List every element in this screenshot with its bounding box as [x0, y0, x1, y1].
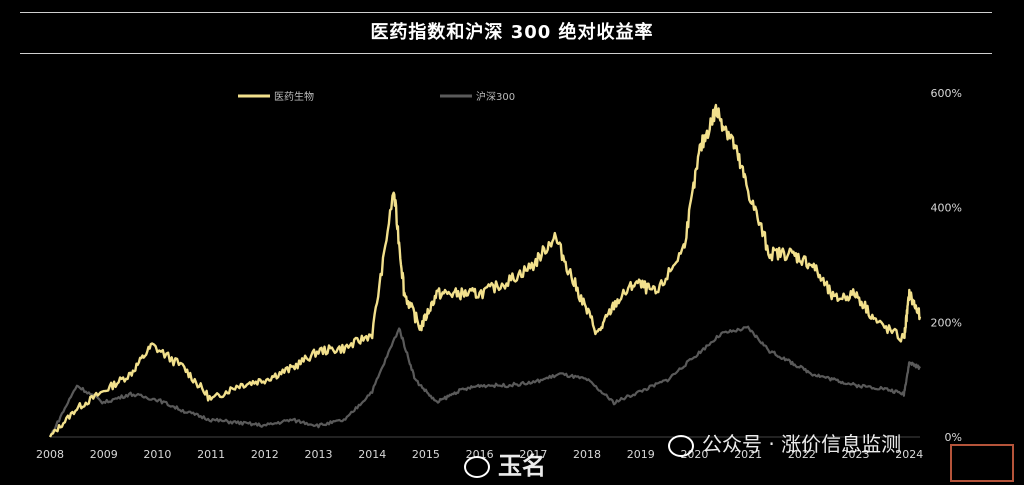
x-tick-label: 2017 — [519, 448, 547, 461]
title-rule-bottom — [20, 53, 992, 54]
series-line-pharma — [48, 103, 922, 438]
title-rule-top — [20, 12, 992, 13]
x-tick-label: 2012 — [251, 448, 279, 461]
y-tick-label: 600% — [931, 87, 962, 100]
legend-label: 沪深300 — [476, 90, 515, 103]
wechat-icon — [668, 434, 694, 457]
x-tick-label: 2022 — [788, 448, 816, 461]
x-tick-label: 2008 — [36, 448, 64, 461]
corner-stamp-badge — [950, 444, 1014, 482]
series-line-csi300 — [49, 325, 921, 438]
x-tick-label: 2014 — [358, 448, 386, 461]
legend-label: 医药生物 — [274, 90, 314, 103]
watermark-weibo-text: 玉名 — [498, 452, 546, 480]
x-tick-label: 2013 — [305, 448, 333, 461]
weibo-icon — [464, 456, 490, 478]
title-bar: 医药指数和沪深 300 绝对收益率 — [0, 0, 1024, 58]
x-tick-label: 2023 — [842, 448, 870, 461]
watermark-wechat: 公众号 · 涨价信息监测 — [668, 428, 901, 457]
y-tick-label: 0% — [945, 431, 962, 444]
x-tick-label: 2009 — [90, 448, 118, 461]
x-tick-label: 2010 — [143, 448, 171, 461]
watermark-weibo: 玉名 — [464, 446, 546, 481]
x-tick-label: 2015 — [412, 448, 440, 461]
x-tick-label: 2024 — [895, 448, 923, 461]
watermark-wechat-text: 公众号 · 涨价信息监测 — [702, 432, 902, 456]
x-tick-label: 2019 — [627, 448, 655, 461]
x-tick-label: 2011 — [197, 448, 225, 461]
x-tick-label: 2021 — [734, 448, 762, 461]
chart-title: 医药指数和沪深 300 绝对收益率 — [370, 22, 654, 43]
y-tick-label: 200% — [931, 316, 962, 329]
y-tick-label: 400% — [931, 202, 962, 215]
x-tick-label: 2018 — [573, 448, 601, 461]
